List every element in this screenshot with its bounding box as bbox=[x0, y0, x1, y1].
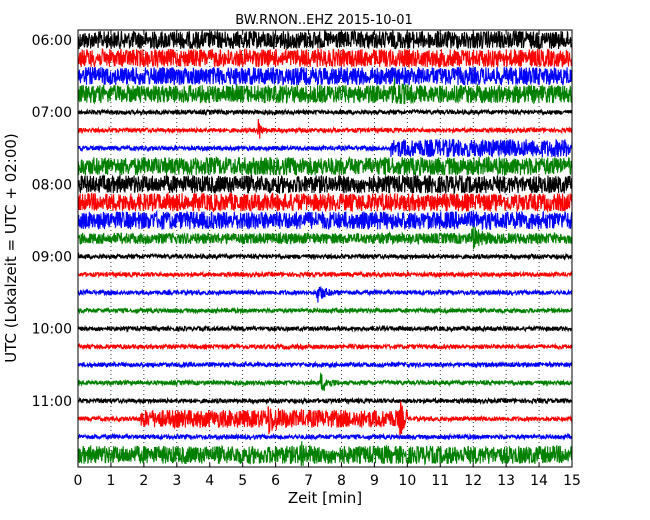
x-tick-label: 5 bbox=[238, 473, 247, 489]
y-tick-label: 08:00 bbox=[32, 177, 72, 193]
trace-line bbox=[77, 396, 573, 406]
x-tick-label: 6 bbox=[271, 473, 280, 489]
y-tick-label: 11:00 bbox=[32, 394, 72, 410]
x-tick-label: 15 bbox=[563, 473, 581, 489]
chart-title: BW.RNON..EHZ 2015-10-01 bbox=[235, 13, 413, 28]
x-tick-label: 12 bbox=[464, 473, 482, 489]
x-tick-label: 13 bbox=[497, 473, 515, 489]
x-tick-label: 7 bbox=[304, 473, 313, 489]
x-tick-label: 11 bbox=[431, 473, 449, 489]
y-axis-ticks: 06:00 07:00 08:00 09:00 10:00 11:00 bbox=[32, 33, 572, 410]
y-tick-label: 06:00 bbox=[32, 33, 72, 49]
x-tick-label: 10 bbox=[398, 473, 416, 489]
trace-line bbox=[77, 226, 573, 250]
trace-line bbox=[77, 29, 573, 51]
x-tick-label: 3 bbox=[172, 473, 181, 489]
trace-line bbox=[77, 401, 573, 436]
trace-line bbox=[77, 371, 573, 392]
plot-frame bbox=[77, 29, 573, 468]
trace-line bbox=[77, 324, 573, 333]
x-tick-label: 9 bbox=[370, 473, 379, 489]
trace-line bbox=[77, 173, 573, 196]
trace-line bbox=[77, 441, 573, 466]
x-tick-label: 0 bbox=[74, 473, 83, 489]
trace-line bbox=[77, 191, 573, 213]
x-tick-label: 14 bbox=[530, 473, 548, 489]
trace-line bbox=[77, 342, 573, 351]
trace-line bbox=[77, 209, 573, 232]
trace-line bbox=[77, 78, 573, 105]
trace-line bbox=[77, 155, 573, 177]
x-tick-label: 4 bbox=[205, 473, 214, 489]
trace-group bbox=[77, 29, 573, 466]
trace-line bbox=[77, 270, 573, 279]
trace-line bbox=[77, 432, 573, 442]
x-tick-label: 2 bbox=[139, 473, 148, 489]
trace-line bbox=[77, 107, 573, 117]
x-axis-ticks: 0 1 2 3 4 5 6 7 8 9 10 11 12 13 14 15 bbox=[74, 30, 581, 489]
trace-line bbox=[77, 47, 573, 69]
x-axis-label: Zeit [min] bbox=[288, 489, 362, 507]
x-tick-label: 1 bbox=[106, 473, 115, 489]
trace-line bbox=[77, 138, 573, 158]
y-tick-label: 09:00 bbox=[32, 249, 72, 265]
trace-line bbox=[77, 285, 573, 303]
y-axis-label: UTC (Lokalzeit = UTC + 02:00) bbox=[2, 133, 20, 363]
y-tick-label: 07:00 bbox=[32, 105, 72, 121]
trace-line bbox=[77, 252, 573, 261]
trace-line bbox=[77, 306, 573, 315]
trace-line bbox=[77, 66, 573, 87]
trace-line bbox=[77, 118, 573, 139]
y-tick-label: 10:00 bbox=[32, 322, 72, 338]
x-tick-label: 8 bbox=[337, 473, 346, 489]
trace-line bbox=[77, 360, 573, 369]
